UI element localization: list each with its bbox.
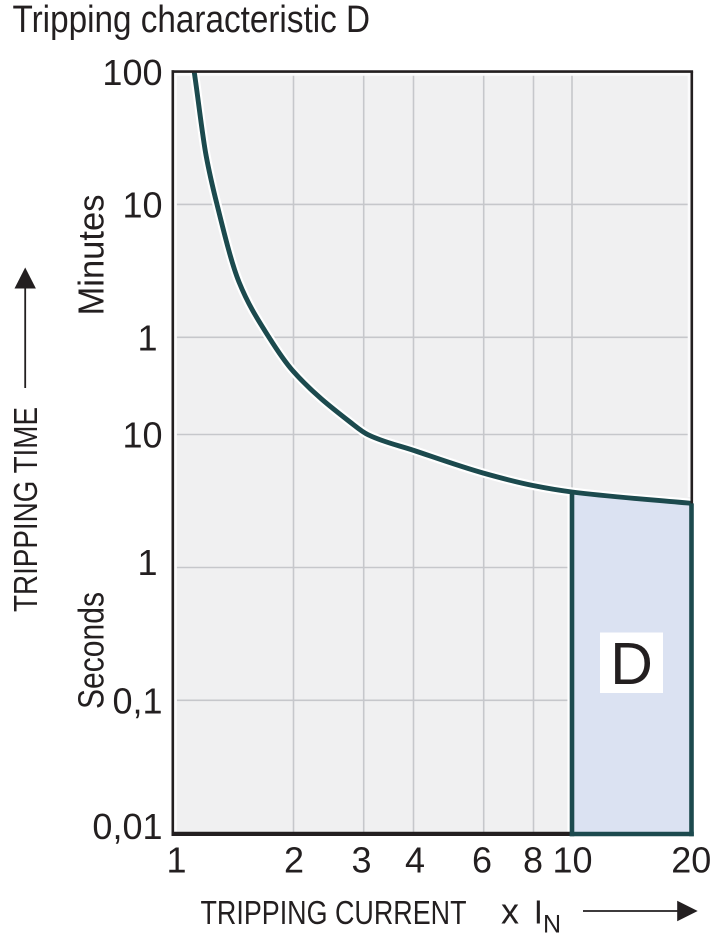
- svg-text:6: 6: [472, 840, 492, 881]
- svg-text:1: 1: [137, 542, 157, 583]
- svg-text:10: 10: [122, 415, 162, 456]
- svg-text:8: 8: [523, 840, 543, 881]
- svg-text:Seconds: Seconds: [71, 592, 112, 709]
- svg-text:D: D: [610, 631, 653, 697]
- svg-text:3: 3: [351, 840, 371, 881]
- svg-text:100: 100: [102, 52, 162, 93]
- svg-text:x: x: [501, 891, 519, 932]
- svg-text:20: 20: [671, 840, 711, 881]
- svg-text:I: I: [534, 894, 543, 931]
- svg-text:4: 4: [405, 840, 425, 881]
- svg-text:Tripping characteristic D: Tripping characteristic D: [13, 0, 371, 41]
- svg-text:2: 2: [284, 840, 304, 881]
- svg-text:1: 1: [166, 840, 186, 881]
- svg-text:TRIPPING TIME: TRIPPING TIME: [7, 407, 44, 612]
- svg-text:10: 10: [552, 840, 592, 881]
- svg-text:0,01: 0,01: [92, 806, 162, 847]
- svg-text:Minutes: Minutes: [71, 195, 112, 316]
- svg-text:TRIPPING CURRENT: TRIPPING CURRENT: [201, 894, 467, 931]
- svg-text:N: N: [543, 911, 561, 939]
- svg-text:0,1: 0,1: [112, 680, 162, 721]
- svg-text:1: 1: [137, 318, 157, 359]
- svg-text:10: 10: [122, 185, 162, 226]
